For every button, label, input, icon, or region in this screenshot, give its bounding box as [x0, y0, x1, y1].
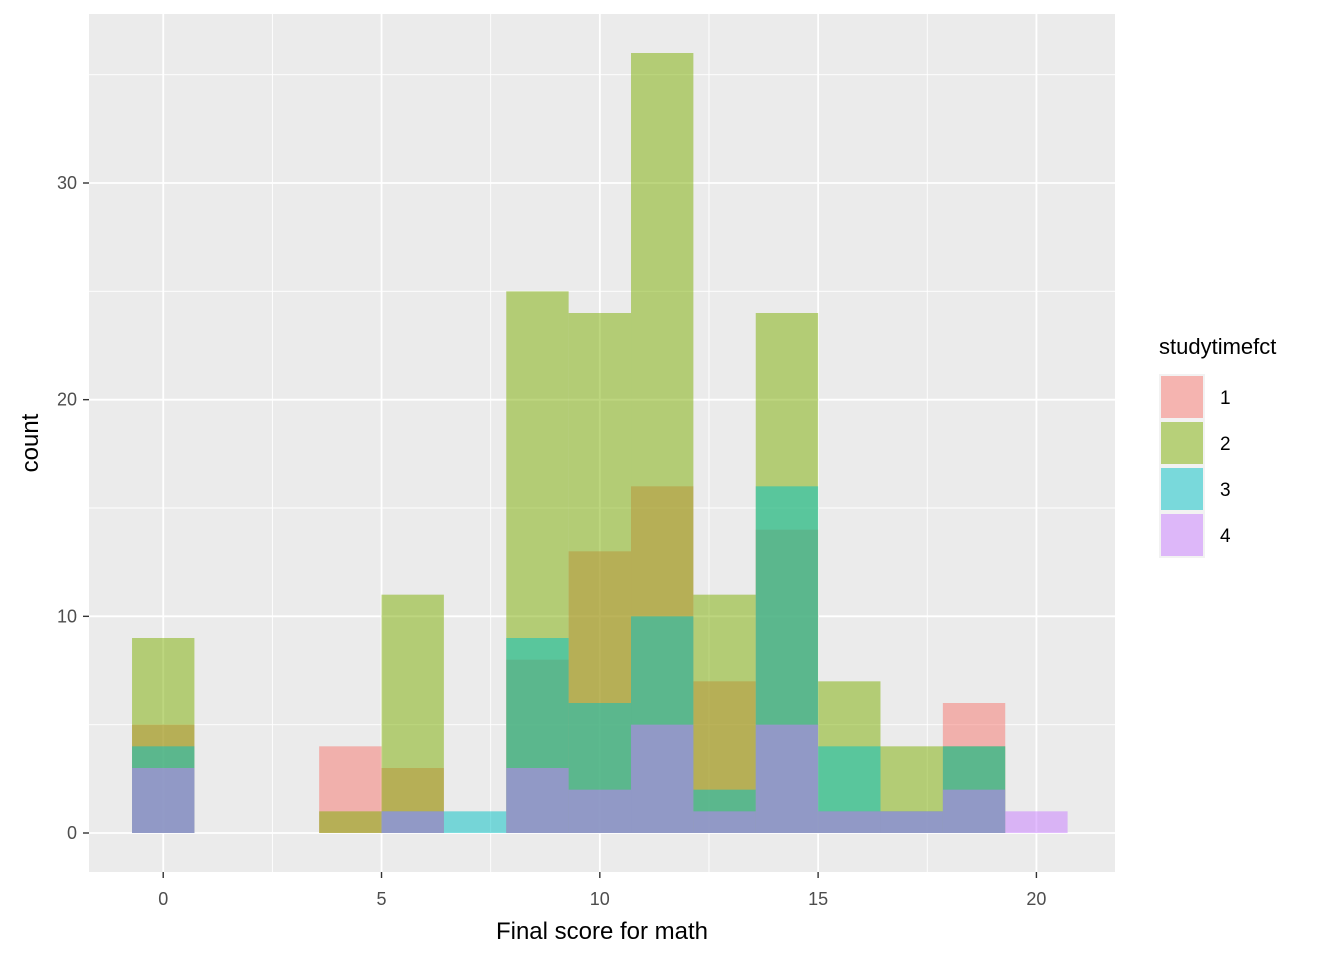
x-axis-title: Final score for math [496, 918, 708, 945]
bar-series-2 [381, 594, 444, 833]
bar-series-4 [1005, 811, 1068, 833]
legend: studytimefct 1 2 3 4 [1159, 334, 1276, 558]
bar-series-2 [319, 811, 382, 833]
y-tick-label: 10 [57, 606, 77, 626]
y-tick-label: 30 [57, 173, 77, 193]
bar-series-3 [443, 811, 507, 833]
x-tick-label: 15 [808, 889, 828, 909]
x-tick-label: 0 [158, 889, 168, 909]
bar-series-4 [132, 768, 195, 833]
legend-label: 2 [1220, 434, 1231, 455]
legend-label: 1 [1220, 388, 1231, 409]
bar-series-4 [631, 724, 694, 833]
y-tick-label: 20 [57, 390, 77, 410]
legend-label: 3 [1220, 480, 1231, 501]
bar-series-4 [755, 724, 819, 833]
bar-series-4 [506, 768, 569, 833]
x-tick-label: 10 [590, 889, 610, 909]
x-tick-label: 5 [377, 889, 387, 909]
legend-label: 4 [1220, 526, 1231, 547]
bar-series-4 [818, 811, 881, 833]
bar-series-4 [880, 811, 943, 833]
bar-series-4 [693, 811, 756, 833]
bar-series-4 [568, 789, 632, 833]
y-tick-label: 0 [67, 823, 77, 843]
legend-key-swatch [1161, 514, 1203, 556]
x-tick-label: 20 [1026, 889, 1046, 909]
legend-key-swatch [1161, 468, 1203, 510]
y-axis-ticks: 0 10 20 30 [57, 173, 89, 843]
histogram-bars [132, 53, 1068, 833]
legend-keys: 1 2 3 4 [1159, 374, 1231, 558]
legend-title: studytimefct [1159, 334, 1276, 359]
bar-series-4 [381, 811, 444, 833]
bar-series-4 [942, 789, 1006, 833]
legend-key-swatch [1161, 422, 1203, 464]
x-axis-ticks: 0 5 10 15 20 [158, 872, 1046, 909]
legend-key-swatch [1161, 376, 1203, 418]
y-axis-title: count [17, 413, 44, 472]
